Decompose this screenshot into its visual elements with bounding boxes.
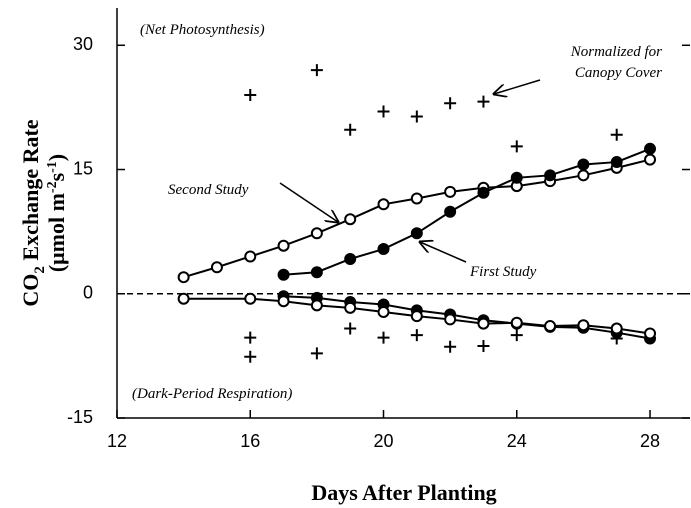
open-marker: [577, 169, 590, 182]
plus-marker: [244, 350, 257, 363]
annotation: Canopy Cover: [575, 65, 662, 81]
filled-marker: [544, 169, 557, 182]
open-marker: [177, 271, 190, 284]
x-tick-label: 20: [373, 431, 393, 451]
y-axis-unit: (μmol m-2s-1): [44, 154, 69, 272]
open-marker: [444, 185, 457, 198]
filled-marker: [610, 156, 623, 169]
x-tick-label: 16: [240, 431, 260, 451]
y-axis-label: CO2 Exchange Rate: [18, 119, 48, 306]
open-marker: [210, 261, 223, 274]
y-tick-label: 0: [83, 283, 93, 303]
filled-marker: [277, 268, 290, 281]
filled-marker: [410, 227, 423, 240]
y-unit-part: s: [44, 172, 69, 181]
plus-marker: [477, 339, 490, 352]
y-tick-label: 15: [73, 158, 93, 178]
open-marker: [310, 299, 323, 312]
open-marker: [277, 239, 290, 252]
filled-marker: [644, 142, 657, 155]
plus-marker: [377, 105, 390, 118]
plus-marker: [410, 329, 423, 342]
arrow: [494, 79, 541, 94]
filled-marker: [377, 243, 390, 256]
open-marker: [244, 292, 257, 305]
filled-marker: [577, 158, 590, 171]
plus-marker: [444, 340, 457, 353]
open-marker: [277, 295, 290, 308]
open-marker: [410, 310, 423, 323]
y-label-part: Exchange Rate: [18, 119, 43, 266]
y-label-part: CO: [18, 274, 43, 307]
plus-marker: [444, 97, 457, 110]
x-axis-label: Days After Planting: [311, 480, 496, 505]
plus-marker: [244, 331, 257, 344]
open-marker: [310, 227, 323, 240]
open-marker: [510, 316, 523, 329]
y-unit-part: (μmol m: [44, 193, 69, 272]
open-marker: [610, 322, 623, 335]
x-tick-label: 28: [640, 431, 660, 451]
y-unit-part: ): [44, 154, 69, 161]
open-marker: [377, 305, 390, 318]
filled-marker: [477, 186, 490, 199]
x-tick-label: 12: [107, 431, 127, 451]
plus-marker: [610, 332, 623, 345]
open-marker: [344, 213, 357, 226]
open-marker: [410, 192, 423, 205]
open-marker: [344, 301, 357, 314]
filled-marker: [344, 252, 357, 265]
open-marker: [244, 250, 257, 263]
annotation: (Dark-Period Respiration): [132, 386, 292, 402]
open-marker: [644, 153, 657, 166]
plus-marker: [344, 123, 357, 136]
plus-marker: [244, 88, 257, 101]
annotation: Second Study: [168, 182, 249, 198]
annotation: (Net Photosynthesis): [140, 22, 265, 38]
arrow: [279, 182, 338, 222]
plus-marker: [310, 347, 323, 360]
plus-marker: [477, 95, 490, 108]
plus-marker: [510, 140, 523, 153]
open-marker: [377, 198, 390, 211]
open-marker: [544, 320, 557, 333]
arrow: [420, 242, 467, 263]
y-unit-part: -1: [45, 161, 60, 173]
filled-marker: [510, 171, 523, 184]
series-line: [283, 147, 651, 276]
filled-marker: [444, 205, 457, 218]
y-unit-part: -2: [45, 181, 60, 193]
open-marker: [577, 319, 590, 332]
open-marker: [444, 313, 457, 326]
x-tick-label: 24: [507, 431, 527, 451]
plus-marker: [510, 329, 523, 342]
series-line: [283, 295, 651, 340]
annotation: First Study: [469, 264, 537, 280]
open-marker: [644, 327, 657, 340]
open-marker: [177, 292, 190, 305]
plus-marker: [377, 331, 390, 344]
open-marker: [477, 317, 490, 330]
y-tick-label: -15: [67, 407, 93, 427]
plus-marker: [410, 110, 423, 123]
plus-marker: [344, 322, 357, 335]
filled-marker: [310, 266, 323, 279]
y-tick-label: 30: [73, 34, 93, 54]
plus-marker: [310, 64, 323, 77]
y-label-part: 2: [32, 266, 48, 274]
plus-marker: [610, 128, 623, 141]
annotation: Normalized for: [570, 44, 662, 60]
